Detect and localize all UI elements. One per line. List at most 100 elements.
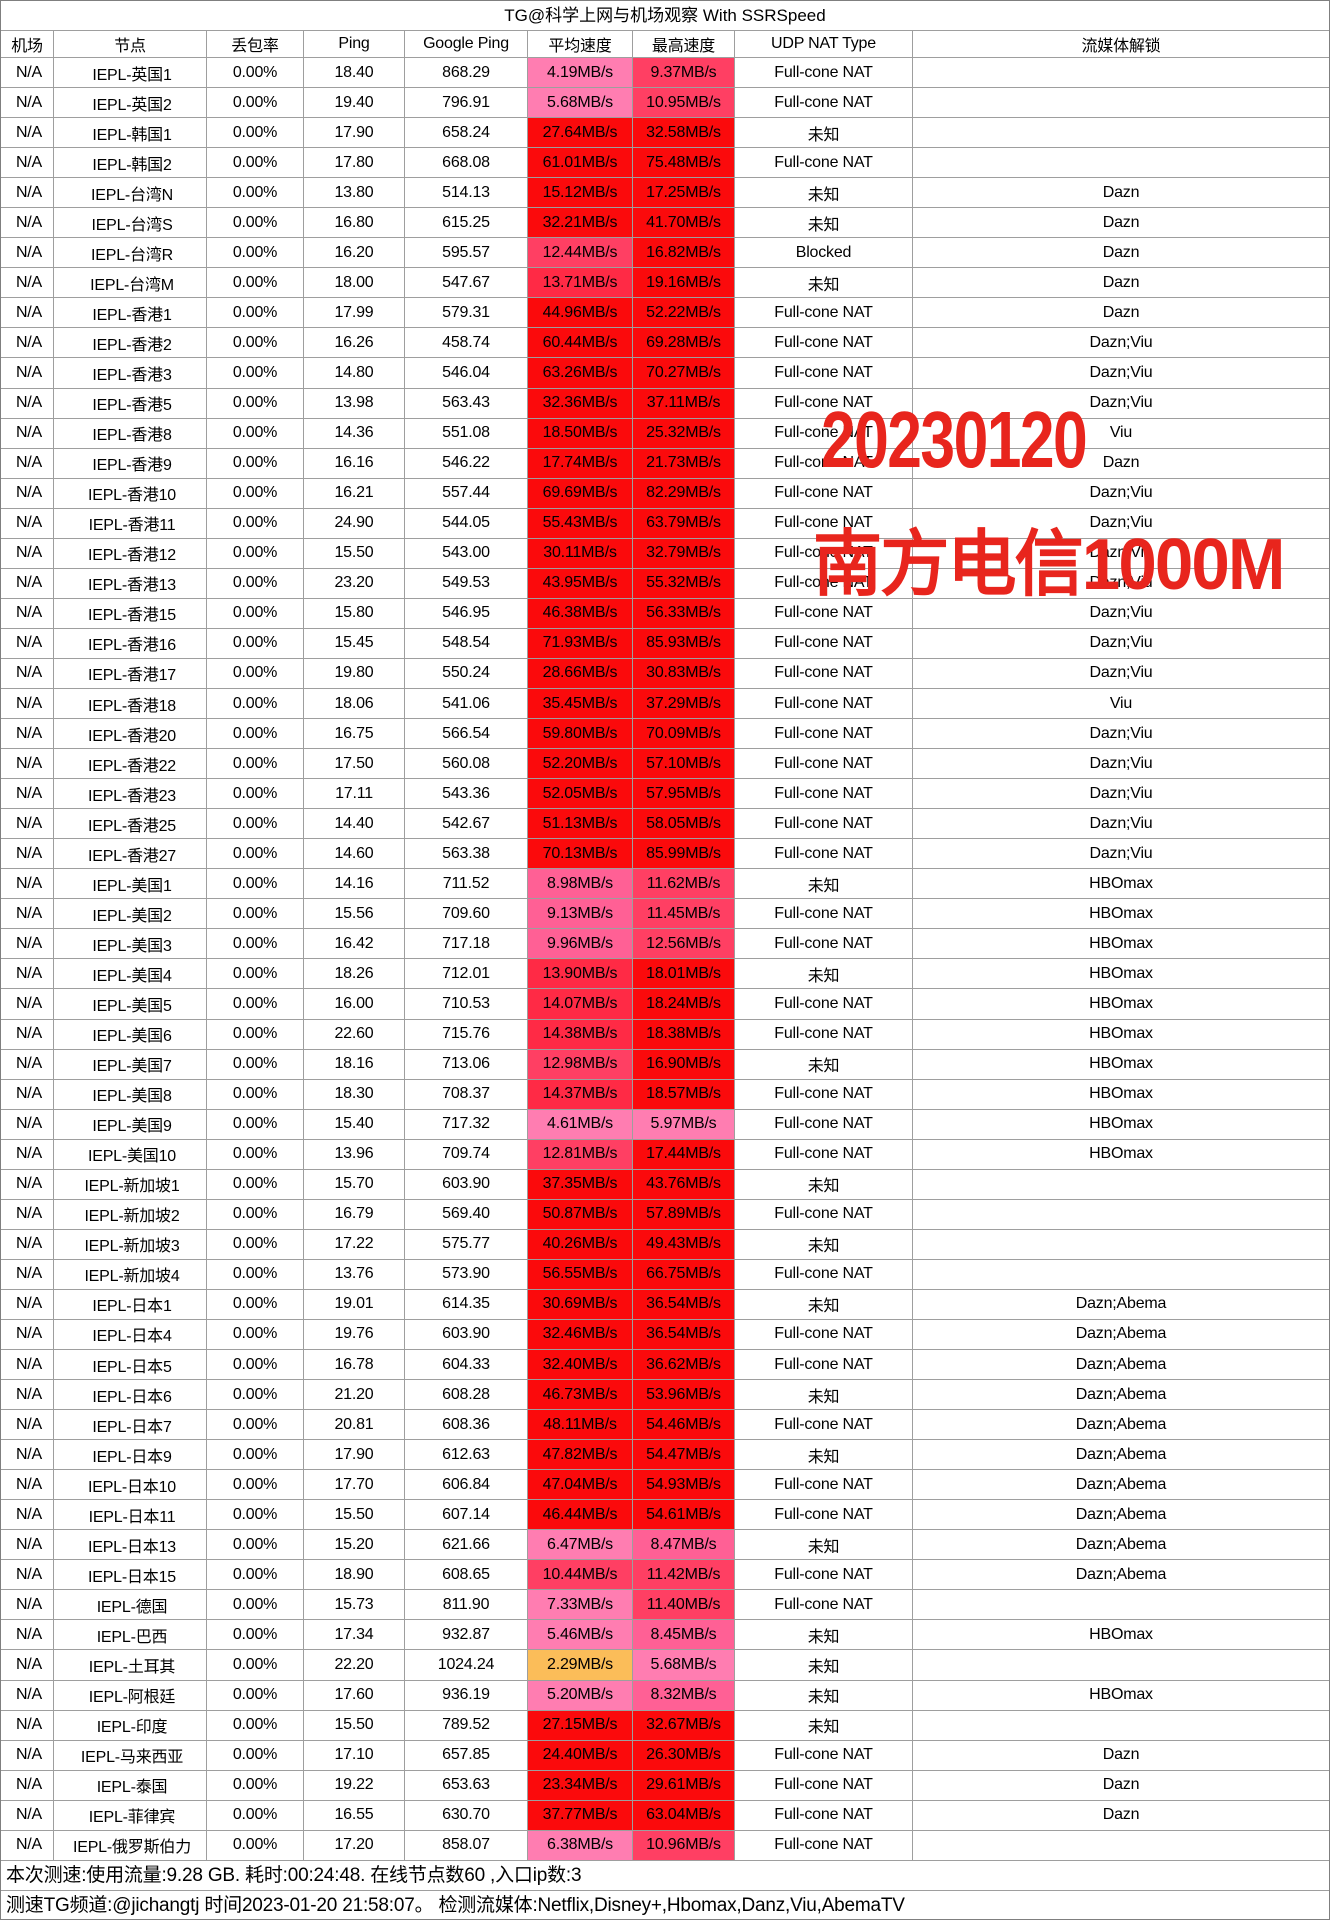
cell-google-ping: 544.05	[405, 508, 528, 539]
cell-streaming	[913, 1260, 1329, 1290]
cell-ping: 18.06	[304, 688, 405, 720]
cell-airport: N/A	[1, 1620, 54, 1651]
cell-google-ping: 603.90	[405, 1169, 528, 1200]
cell-avg-speed: 27.64MB/s	[528, 118, 633, 149]
cell-avg-speed: 32.40MB/s	[528, 1350, 633, 1381]
cell-avg-speed: 15.12MB/s	[528, 178, 633, 209]
cell-google-ping: 566.54	[405, 719, 528, 750]
cell-max-speed: 63.04MB/s	[633, 1800, 735, 1831]
cell-nat-type: Full-cone NAT	[735, 929, 913, 960]
table-row: N/A IEPL-日本4 0.00% 19.76 603.90 32.46MB/s 36.5…	[1, 1319, 1329, 1351]
cell-ping: 19.76	[304, 1319, 405, 1351]
cell-loss: 0.00%	[207, 1289, 304, 1320]
cell-max-speed: 11.45MB/s	[633, 899, 735, 930]
cell-max-speed: 9.37MB/s	[633, 58, 735, 89]
table-row: N/A IEPL-土耳其 0.00% 22.20 1024.24 2.29MB/s 5.68…	[1, 1650, 1329, 1681]
table-row: N/A IEPL-香港12 0.00% 15.50 543.00 30.11MB/s 32.…	[1, 538, 1329, 569]
cell-ping: 13.76	[304, 1259, 405, 1290]
cell-airport: N/A	[1, 88, 54, 119]
cell-ping: 15.45	[304, 628, 405, 659]
cell-max-speed: 18.01MB/s	[633, 959, 735, 990]
cell-airport: N/A	[1, 1380, 54, 1411]
cell-ping: 16.20	[304, 238, 405, 269]
cell-airport: N/A	[1, 1800, 54, 1831]
cell-google-ping: 713.06	[405, 1049, 528, 1080]
cell-nat-type: Full-cone NAT	[735, 148, 913, 179]
cell-streaming: Dazn;Viu	[913, 599, 1329, 629]
cell-node: IEPL-美国9	[54, 1109, 207, 1140]
cell-loss: 0.00%	[207, 869, 304, 900]
table-row: N/A IEPL-香港8 0.00% 14.36 551.08 18.50MB/s 25.3…	[1, 418, 1329, 449]
cell-max-speed: 32.67MB/s	[633, 1710, 735, 1741]
cell-airport: N/A	[1, 1710, 54, 1741]
cell-max-speed: 58.05MB/s	[633, 809, 735, 840]
cell-google-ping: 550.24	[405, 658, 528, 689]
cell-google-ping: 604.33	[405, 1350, 528, 1381]
cell-google-ping: 608.36	[405, 1410, 528, 1441]
cell-airport: N/A	[1, 1259, 54, 1290]
table-row: N/A IEPL-韩国1 0.00% 17.90 658.24 27.64MB/s 32.5…	[1, 118, 1329, 149]
cell-nat-type: 未知	[735, 1650, 913, 1681]
cell-ping: 19.40	[304, 88, 405, 119]
table-row: N/A IEPL-香港3 0.00% 14.80 546.04 63.26MB/s 70.2…	[1, 358, 1329, 389]
cell-airport: N/A	[1, 839, 54, 870]
cell-avg-speed: 12.44MB/s	[528, 238, 633, 269]
cell-loss: 0.00%	[207, 1019, 304, 1050]
cell-airport: N/A	[1, 268, 54, 299]
cell-node: IEPL-美国5	[54, 989, 207, 1020]
table-row: N/A IEPL-香港20 0.00% 16.75 566.54 59.80MB/s 70.…	[1, 719, 1329, 750]
cell-nat-type: Full-cone NAT	[735, 1410, 913, 1441]
table-row: N/A IEPL-美国6 0.00% 22.60 715.76 14.38MB/s 18.3…	[1, 1019, 1329, 1050]
table-row: N/A IEPL-英国1 0.00% 18.40 868.29 4.19MB/s 9.37M…	[1, 58, 1329, 89]
cell-max-speed: 36.54MB/s	[633, 1319, 735, 1351]
cell-max-speed: 11.42MB/s	[633, 1560, 735, 1591]
cell-streaming: Dazn;Viu	[913, 749, 1329, 780]
cell-avg-speed: 59.80MB/s	[528, 719, 633, 750]
cell-google-ping: 717.32	[405, 1109, 528, 1140]
cell-streaming: HBOmax	[913, 1110, 1329, 1140]
cell-ping: 17.11	[304, 779, 405, 810]
cell-nat-type: Full-cone NAT	[735, 839, 913, 870]
cell-avg-speed: 6.47MB/s	[528, 1530, 633, 1561]
cell-max-speed: 25.32MB/s	[633, 418, 735, 449]
cell-nat-type: Full-cone NAT	[735, 478, 913, 509]
cell-airport: N/A	[1, 1830, 54, 1861]
cell-nat-type: 未知	[735, 1289, 913, 1320]
cell-airport: N/A	[1, 418, 54, 449]
cell-google-ping: 575.77	[405, 1229, 528, 1260]
cell-ping: 16.78	[304, 1350, 405, 1381]
cell-node: IEPL-香港20	[54, 719, 207, 750]
cell-loss: 0.00%	[207, 508, 304, 539]
cell-node: IEPL-美国8	[54, 1079, 207, 1110]
cell-airport: N/A	[1, 538, 54, 569]
cell-airport: N/A	[1, 899, 54, 930]
cell-node: IEPL-日本5	[54, 1350, 207, 1381]
cell-streaming: Dazn;Abema	[913, 1560, 1329, 1591]
cell-nat-type: 未知	[735, 1049, 913, 1080]
cell-avg-speed: 70.13MB/s	[528, 839, 633, 870]
cell-loss: 0.00%	[207, 1710, 304, 1741]
cell-max-speed: 85.93MB/s	[633, 628, 735, 659]
cell-google-ping: 541.06	[405, 688, 528, 720]
cell-google-ping: 543.36	[405, 779, 528, 810]
page-title: TG@科学上网与机场观察 With SSRSpeed	[1, 1, 1329, 31]
cell-max-speed: 66.75MB/s	[633, 1259, 735, 1290]
cell-streaming: Dazn	[913, 178, 1329, 209]
cell-ping: 17.90	[304, 118, 405, 149]
table-row: N/A IEPL-日本15 0.00% 18.90 608.65 10.44MB/s 11.…	[1, 1560, 1329, 1591]
cell-airport: N/A	[1, 1440, 54, 1471]
cell-airport: N/A	[1, 779, 54, 810]
cell-avg-speed: 8.98MB/s	[528, 869, 633, 900]
cell-airport: N/A	[1, 1590, 54, 1621]
cell-loss: 0.00%	[207, 1319, 304, 1351]
cell-loss: 0.00%	[207, 358, 304, 389]
table-row: N/A IEPL-台湾S 0.00% 16.80 615.25 32.21MB/s 41.7…	[1, 208, 1329, 239]
cell-google-ping: 546.95	[405, 598, 528, 629]
table-row: N/A IEPL-新加坡1 0.00% 15.70 603.90 37.35MB/s 43.…	[1, 1169, 1329, 1200]
cell-airport: N/A	[1, 1650, 54, 1681]
cell-google-ping: 709.60	[405, 899, 528, 930]
cell-max-speed: 36.54MB/s	[633, 1289, 735, 1320]
cell-node: IEPL-香港23	[54, 779, 207, 810]
cell-avg-speed: 43.95MB/s	[528, 568, 633, 599]
cell-streaming: Dazn;Viu	[913, 719, 1329, 750]
